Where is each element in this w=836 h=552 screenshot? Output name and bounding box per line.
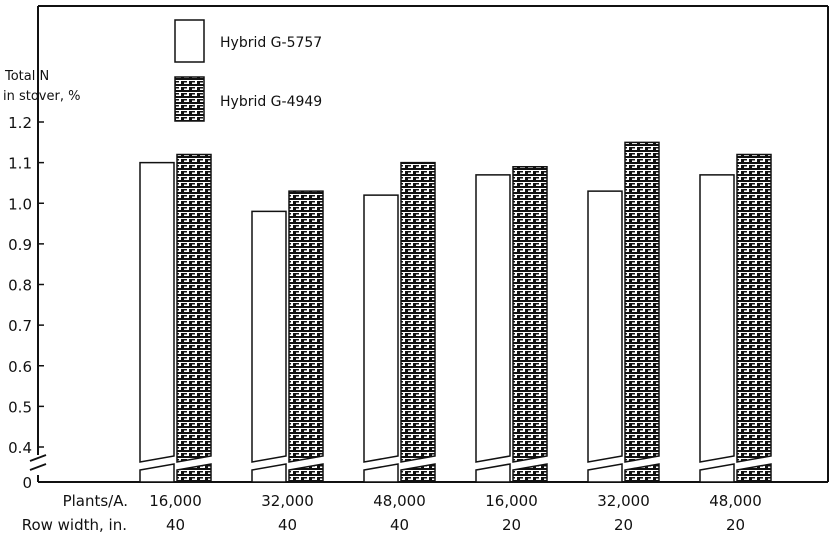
x-label-row-width: 20 — [614, 516, 633, 534]
bar-stub — [512, 463, 548, 483]
bar-g4949 — [512, 165, 548, 463]
bar-g5757 — [587, 190, 623, 463]
y-axis-label-line-2: in stover, % — [3, 89, 80, 104]
x-row-header-row-width: Row width, in. — [22, 516, 127, 534]
y-tick-label: 0.5 — [8, 398, 32, 416]
x-label-plants: 32,000 — [597, 492, 650, 510]
x-row-header-plants: Plants/A. — [63, 492, 128, 510]
bar-stub — [736, 463, 772, 483]
y-tick-label: 1.1 — [8, 155, 32, 173]
bar-g4949 — [288, 190, 324, 463]
bar-stub — [363, 463, 399, 483]
y-tick-label: 0.9 — [8, 236, 32, 254]
bar-stub — [251, 463, 287, 483]
legend-label: Hybrid G-4949 — [220, 94, 322, 110]
x-label-row-width: 40 — [166, 516, 185, 534]
bar-g5757 — [139, 161, 175, 463]
x-label-plants: 48,000 — [709, 492, 762, 510]
bar-stub — [624, 463, 660, 483]
bar-g4949 — [400, 161, 436, 463]
x-label-plants: 32,000 — [261, 492, 314, 510]
legend-swatch-open — [174, 19, 205, 63]
x-label-row-width: 40 — [390, 516, 409, 534]
y-tick-label: 0.4 — [8, 439, 32, 457]
x-label-plants: 16,000 — [149, 492, 202, 510]
bar-stub — [475, 463, 511, 483]
bar-stub — [288, 463, 324, 483]
bar-g5757 — [699, 174, 735, 463]
bar-g4949 — [624, 141, 660, 463]
bar-stub — [139, 463, 175, 483]
legend-label: Hybrid G-5757 — [220, 35, 322, 51]
axis-break-mark — [29, 463, 47, 471]
y-tick-label: 0.8 — [8, 277, 32, 295]
bar-g4949 — [736, 153, 772, 463]
bar-stub — [699, 463, 735, 483]
bar-g4949 — [176, 153, 212, 463]
x-label-plants: 48,000 — [373, 492, 426, 510]
legend-swatch-hatched — [174, 76, 205, 122]
x-label-row-width: 20 — [726, 516, 745, 534]
y-tick-label: 0 — [22, 474, 32, 492]
y-tick-label: 0.6 — [8, 358, 32, 376]
bar-stub — [587, 463, 623, 483]
bar-g5757 — [251, 210, 287, 463]
bar-stub — [400, 463, 436, 483]
bar-g5757 — [363, 194, 399, 463]
x-label-row-width: 40 — [278, 516, 297, 534]
axis-break-mark — [29, 454, 47, 462]
y-tick-label: 1.2 — [8, 114, 32, 132]
bar-g5757 — [475, 174, 511, 463]
y-tick-label: 0.7 — [8, 317, 32, 335]
x-label-plants: 16,000 — [485, 492, 538, 510]
y-axis-label-line-1: Total N — [4, 69, 49, 84]
bar-stub — [176, 463, 212, 483]
x-label-row-width: 20 — [502, 516, 521, 534]
y-tick-label: 1.0 — [8, 195, 32, 213]
